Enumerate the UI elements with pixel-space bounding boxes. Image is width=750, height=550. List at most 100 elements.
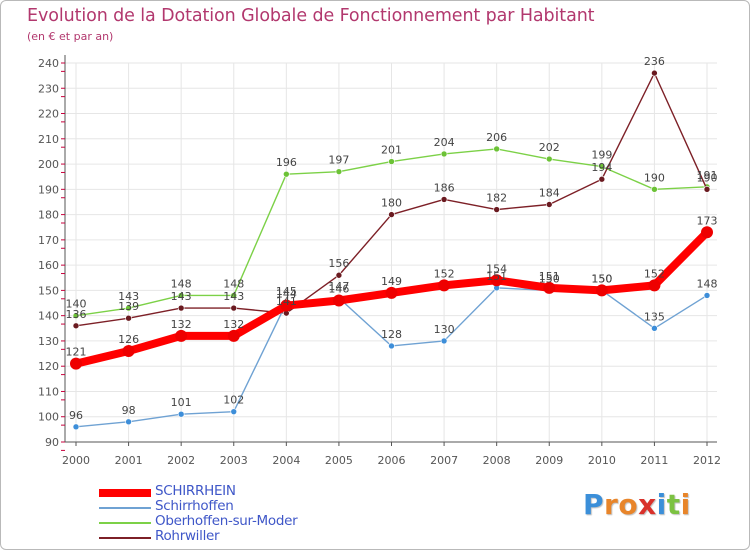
data-label-rohrwiller: 139 [118,300,139,313]
x-tick-label: 2004 [272,454,300,467]
data-label-rohrwiller: 143 [171,290,192,303]
y-tick-label: 140 [38,310,59,323]
data-label-schirrhein: 150 [591,272,612,285]
data-point-rohrwiller [651,69,658,77]
data-label-schirrhoffen: 102 [223,394,244,407]
data-point-schirrhein [595,284,608,297]
data-point-schirrhoffen [440,337,448,345]
y-tick-label: 220 [38,108,59,121]
x-tick-label: 2003 [220,454,248,467]
data-label-rohrwiller: 186 [434,181,455,194]
data-label-rohrwiller: 180 [381,197,402,210]
data-point-schirrhein [490,274,503,287]
data-point-oberhoffen-sur-moder [598,163,606,170]
legend-swatch-rohrwiller [99,537,151,539]
legend-label-schirrhoffen: Schirrhoffen [155,498,234,514]
y-tick-label: 120 [38,360,59,373]
logo-letter: i [656,488,667,521]
x-tick-label: 2007 [430,454,458,467]
y-tick-label: 150 [38,284,59,297]
data-label-oberhoffen-sur-moder: 206 [486,131,507,144]
data-label-rohrwiller: 156 [328,257,349,270]
x-tick-label: 2011 [640,454,668,467]
data-point-rohrwiller [177,304,185,312]
chart-subtitle: (en € et par an) [27,30,114,43]
data-point-oberhoffen-sur-moder [545,155,553,163]
y-tick-label: 240 [38,57,59,70]
data-point-schirrhein [648,279,661,292]
data-label-oberhoffen-sur-moder: 191 [697,169,718,182]
data-label-schirrhein: 144 [276,288,297,301]
data-point-oberhoffen-sur-moder [388,158,395,165]
y-tick-label: 100 [38,411,59,424]
y-tick-label: 190 [38,183,59,196]
data-point-rohrwiller [388,211,395,218]
x-tick-label: 2002 [167,454,195,467]
data-label-rohrwiller: 190 [697,171,718,184]
data-label-schirrhoffen: 130 [434,323,455,336]
data-label-oberhoffen-sur-moder: 148 [223,277,244,290]
data-label-oberhoffen-sur-moder: 204 [434,136,455,149]
logo-letter: P [583,488,605,521]
data-label-schirrhoffen: 150 [539,272,560,285]
data-label-schirrhoffen: 150 [591,272,612,285]
data-point-schirrhoffen [72,423,80,431]
data-point-schirrhoffen [230,408,238,415]
data-point-oberhoffen-sur-moder [440,150,448,158]
data-label-rohrwiller: 236 [644,55,665,68]
data-label-schirrhoffen: 135 [644,310,665,323]
data-point-schirrhoffen [125,418,132,426]
chart-title: Evolution de la Dotation Globale de Fonc… [27,6,595,26]
data-point-oberhoffen-sur-moder [335,168,343,175]
data-label-rohrwiller: 136 [66,308,87,321]
x-tick-label: 2012 [693,454,721,467]
data-label-schirrhoffen: 147 [328,280,349,293]
data-label-rohrwiller: 184 [539,186,560,199]
data-label-schirrhoffen: 151 [486,270,507,283]
x-tick-label: 2001 [115,454,143,467]
data-point-rohrwiller [440,196,448,203]
data-label-oberhoffen-sur-moder: 143 [118,290,139,303]
y-tick-label: 230 [38,82,59,95]
x-tick-label: 2000 [62,454,90,467]
data-label-oberhoffen-sur-moder: 148 [171,277,192,290]
data-label-rohrwiller: 194 [591,161,612,174]
data-point-schirrhoffen [651,324,658,332]
data-point-oberhoffen-sur-moder [72,312,80,319]
y-tick-label: 90 [45,436,59,449]
data-point-oberhoffen-sur-moder [283,170,290,178]
data-point-oberhoffen-sur-moder [493,145,500,153]
data-label-schirrhein: 126 [118,333,139,346]
data-label-schirrhein: 152 [434,267,455,280]
data-point-schirrhein [280,299,293,312]
data-label-oberhoffen-sur-moder: 196 [276,156,297,169]
data-label-oberhoffen-sur-moder: 140 [66,298,87,311]
y-tick-label: 160 [38,259,59,272]
data-point-rohrwiller [598,175,606,183]
data-point-schirrhoffen [177,410,185,418]
x-tick-label: 2010 [588,454,616,467]
data-label-schirrhoffen: 101 [171,396,192,409]
logo-letter: r [604,488,619,521]
data-label-rohrwiller: 141 [276,295,297,308]
data-point-rohrwiller [703,186,711,193]
data-label-schirrhein: 154 [486,262,507,275]
data-point-schirrhein [175,329,188,342]
data-point-oberhoffen-sur-moder [651,186,658,193]
data-point-schirrhein [122,345,135,358]
data-point-rohrwiller [125,314,132,322]
data-label-oberhoffen-sur-moder: 199 [591,149,612,162]
data-label-oberhoffen-sur-moder: 201 [381,144,402,157]
data-point-schirrhein [332,294,345,307]
legend-label-schirrhein: SCHIRRHEIN [155,483,236,499]
x-tick-label: 2005 [325,454,353,467]
logo-letter: x [638,488,657,521]
data-label-schirrhein: 173 [697,214,718,227]
legend-swatch-oberhoffen [99,522,151,524]
data-point-oberhoffen-sur-moder [230,292,238,299]
data-point-rohrwiller [545,201,553,208]
data-point-schirrhein [543,281,556,294]
data-point-rohrwiller [230,304,238,312]
